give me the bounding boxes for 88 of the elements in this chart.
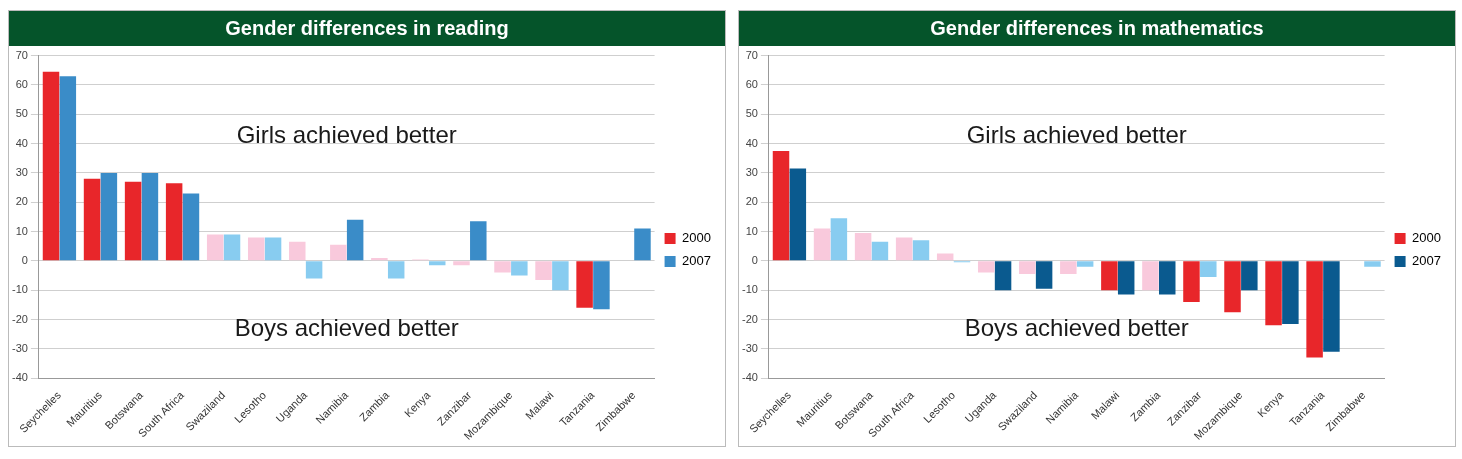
bar — [634, 228, 651, 261]
y-tick-label: 40 — [15, 136, 28, 149]
bar — [895, 237, 913, 261]
bar — [247, 237, 265, 261]
bar — [1019, 261, 1036, 275]
bar — [470, 221, 487, 261]
bar — [1035, 261, 1053, 289]
bar — [1142, 261, 1159, 291]
bar — [330, 244, 347, 261]
y-tick-label: 0 — [21, 253, 28, 266]
y-tick-label: 50 — [745, 107, 758, 120]
bar — [535, 261, 552, 280]
bar — [854, 232, 872, 261]
y-tick-label: -20 — [741, 312, 758, 325]
legend-label: 2007 — [682, 253, 711, 269]
annotation: Boys achieved better — [234, 314, 459, 342]
bar — [593, 261, 610, 310]
bar — [1265, 261, 1282, 326]
bar — [223, 234, 241, 261]
bar — [206, 234, 224, 261]
bar — [977, 261, 995, 273]
bar — [429, 261, 446, 266]
bar — [346, 219, 364, 261]
y-tick-label: 20 — [745, 195, 758, 208]
annotation: Girls achieved better — [236, 120, 457, 148]
y-tick-label: -30 — [741, 341, 758, 354]
bar — [1183, 261, 1200, 302]
bar — [1101, 261, 1118, 291]
bar — [1241, 261, 1258, 291]
bar — [871, 241, 889, 261]
bar — [813, 228, 831, 261]
chart-title: Gender differences in reading — [9, 11, 725, 46]
y-tick-label: 50 — [15, 107, 28, 120]
annotation: Boys achieved better — [964, 314, 1189, 342]
bar — [124, 181, 142, 261]
y-tick-label: 60 — [15, 77, 28, 90]
bar — [1076, 261, 1094, 267]
y-tick-label: 10 — [745, 224, 758, 237]
bar — [453, 261, 470, 266]
bar — [289, 241, 306, 261]
chart-title: Gender differences in mathematics — [739, 11, 1455, 46]
annotation: Girls achieved better — [966, 120, 1187, 148]
legend-label: 2007 — [1412, 253, 1441, 269]
bar — [494, 261, 511, 273]
bar — [387, 261, 405, 279]
y-tick-label: 70 — [15, 48, 28, 61]
bar — [264, 237, 282, 261]
bar — [994, 261, 1012, 291]
bar — [42, 71, 60, 261]
bar — [165, 183, 183, 261]
y-tick-label: 30 — [745, 165, 758, 178]
y-tick-label: -30 — [11, 341, 28, 354]
y-tick-label: -20 — [11, 312, 28, 325]
bar — [1224, 261, 1241, 313]
y-tick-label: -40 — [741, 371, 758, 384]
legend-label: 2000 — [682, 230, 711, 246]
y-tick-label: 0 — [751, 253, 758, 266]
y-tick-label: 60 — [745, 77, 758, 90]
bar — [912, 240, 930, 261]
bar — [1306, 261, 1323, 358]
y-tick-label: 40 — [745, 136, 758, 149]
bar — [511, 261, 528, 276]
bar — [83, 178, 101, 261]
bar — [576, 261, 593, 308]
y-tick-label: -10 — [11, 283, 28, 296]
bar — [1323, 261, 1340, 352]
bar — [1364, 261, 1381, 267]
y-tick-label: -10 — [741, 283, 758, 296]
bar — [789, 168, 807, 261]
bar — [1117, 261, 1135, 295]
bar — [772, 150, 790, 261]
bar — [59, 76, 77, 261]
y-tick-label: 10 — [15, 224, 28, 237]
bar — [1159, 261, 1176, 295]
bar — [141, 172, 159, 261]
bar — [1200, 261, 1217, 277]
bar — [100, 172, 118, 261]
bar — [305, 261, 323, 279]
bar — [552, 261, 569, 291]
y-tick-label: 70 — [745, 48, 758, 61]
legend-label: 2000 — [1412, 230, 1441, 246]
y-tick-label: 20 — [15, 195, 28, 208]
y-tick-label: -40 — [11, 371, 28, 384]
y-tick-label: 30 — [15, 165, 28, 178]
bar — [182, 193, 200, 261]
bar — [1282, 261, 1299, 324]
bar — [1060, 261, 1077, 275]
bar — [830, 218, 848, 261]
